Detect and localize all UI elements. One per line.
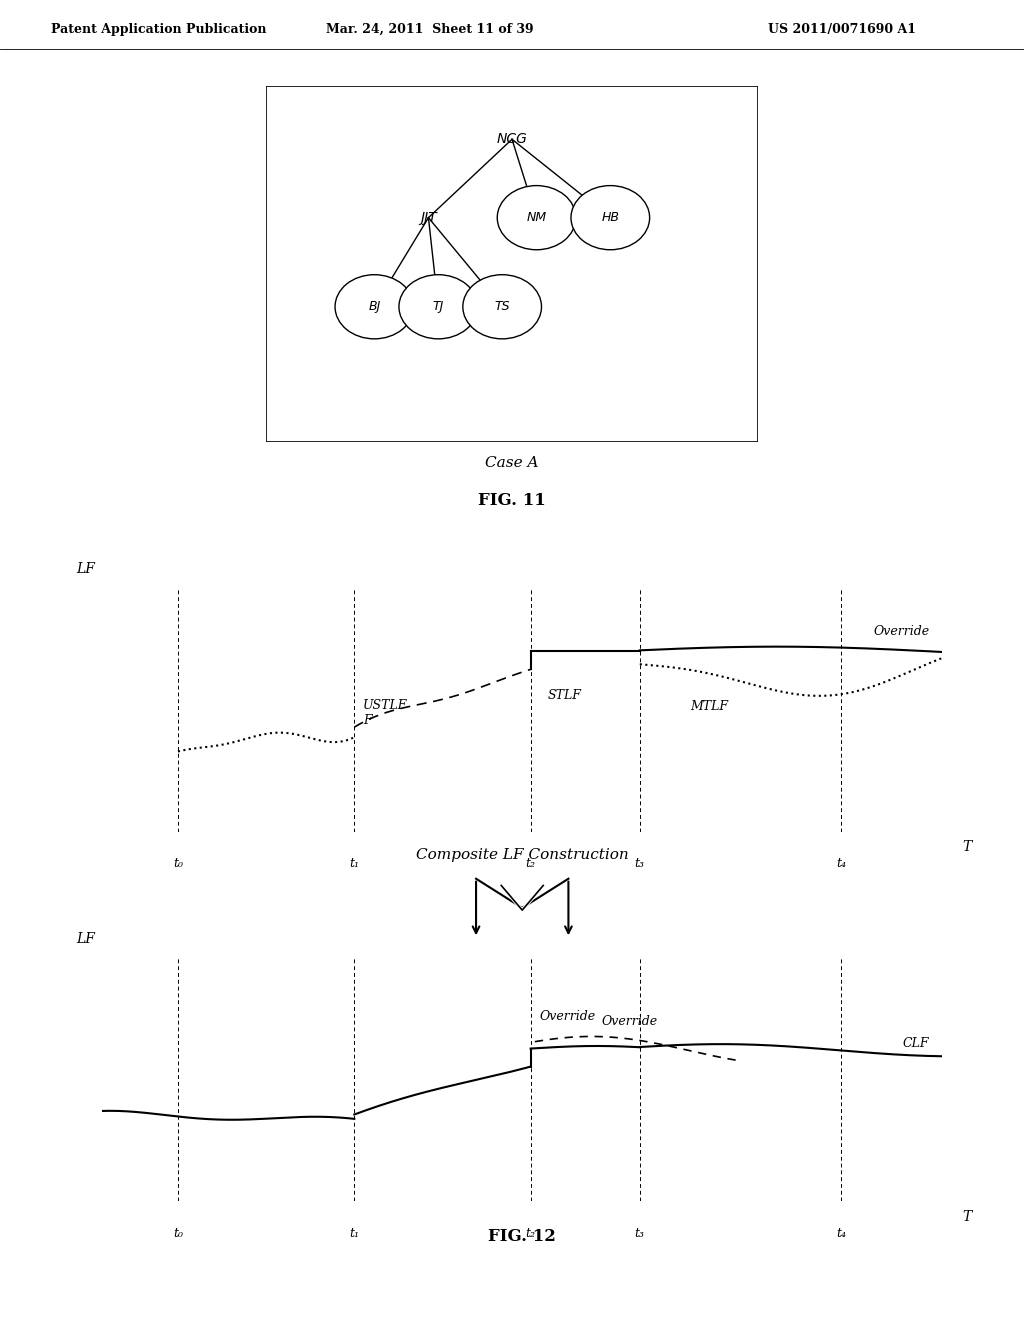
Text: LF: LF bbox=[76, 932, 95, 945]
Text: Override: Override bbox=[873, 626, 930, 639]
Text: USTLF
F: USTLF F bbox=[362, 700, 408, 727]
Text: TS: TS bbox=[495, 300, 510, 313]
Text: T: T bbox=[963, 1209, 972, 1224]
Text: Composite LF Construction: Composite LF Construction bbox=[416, 849, 629, 862]
Text: Override: Override bbox=[602, 1015, 658, 1028]
Text: Override: Override bbox=[539, 1010, 595, 1023]
Text: BJ: BJ bbox=[369, 300, 381, 313]
Text: t₃: t₃ bbox=[635, 858, 645, 870]
Text: CLF: CLF bbox=[903, 1038, 930, 1049]
Text: HB: HB bbox=[601, 211, 620, 224]
Text: STLF: STLF bbox=[548, 689, 582, 702]
Text: JJT: JJT bbox=[420, 211, 437, 224]
Text: t₃: t₃ bbox=[635, 1228, 645, 1239]
Text: Mar. 24, 2011  Sheet 11 of 39: Mar. 24, 2011 Sheet 11 of 39 bbox=[327, 22, 534, 36]
Text: LF: LF bbox=[76, 562, 95, 576]
Text: t₁: t₁ bbox=[349, 1228, 359, 1239]
Text: TJ: TJ bbox=[432, 300, 444, 313]
Text: FIG. 12: FIG. 12 bbox=[488, 1229, 556, 1245]
Text: t₂: t₂ bbox=[525, 858, 536, 870]
Text: t₂: t₂ bbox=[525, 1228, 536, 1239]
Ellipse shape bbox=[399, 275, 477, 339]
Text: T: T bbox=[963, 840, 972, 854]
Ellipse shape bbox=[571, 186, 649, 249]
Text: t₄: t₄ bbox=[837, 1228, 846, 1239]
Text: FIG. 11: FIG. 11 bbox=[478, 492, 546, 508]
Text: t₄: t₄ bbox=[837, 858, 846, 870]
Text: MTLF: MTLF bbox=[690, 700, 728, 713]
Text: Patent Application Publication: Patent Application Publication bbox=[51, 22, 266, 36]
Text: NM: NM bbox=[526, 211, 547, 224]
Text: t₀: t₀ bbox=[173, 1228, 183, 1239]
Ellipse shape bbox=[335, 275, 414, 339]
Text: t₀: t₀ bbox=[173, 858, 183, 870]
Text: NCG: NCG bbox=[497, 132, 527, 147]
Text: US 2011/0071690 A1: US 2011/0071690 A1 bbox=[768, 22, 916, 36]
Text: Case A: Case A bbox=[485, 457, 539, 470]
Text: t₁: t₁ bbox=[349, 858, 359, 870]
Ellipse shape bbox=[498, 186, 575, 249]
Ellipse shape bbox=[463, 275, 542, 339]
